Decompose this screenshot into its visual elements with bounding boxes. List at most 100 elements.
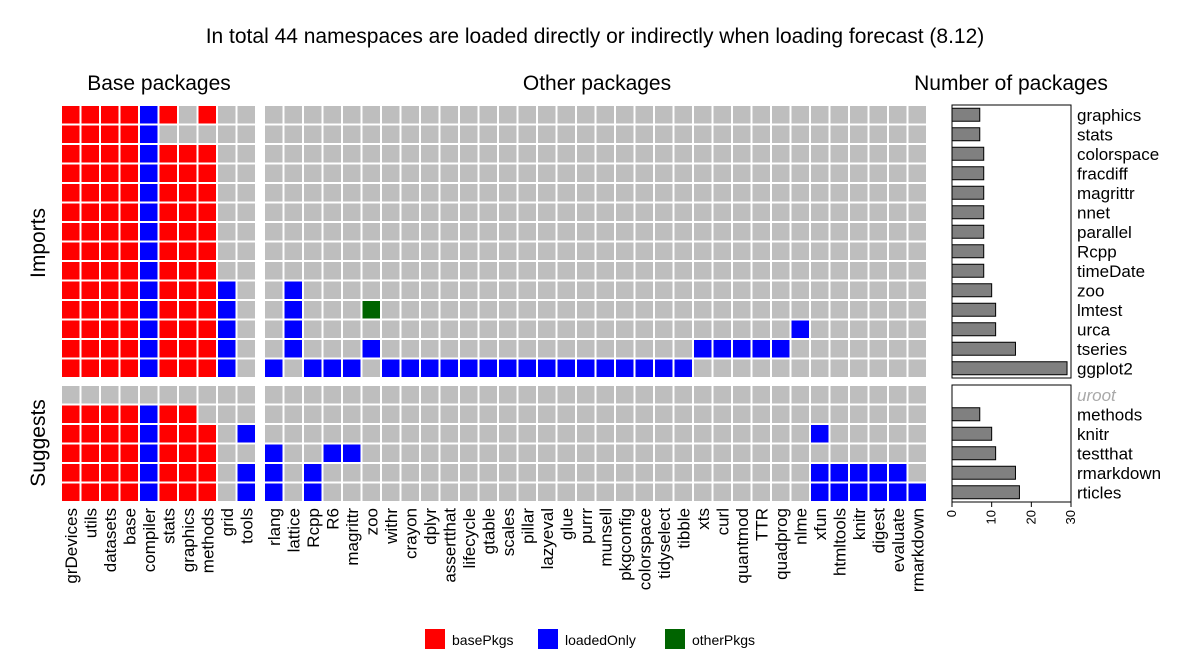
other-suggests-cell-rmarkdown-pkgconfig [616,464,634,482]
other-suggests-cell-rmarkdown-magrittr [343,464,361,482]
other-suggests-cell-rticles-xts [694,483,712,501]
count-bar-methods [951,407,981,422]
other-imports-cell-timeDate-TTR [752,262,770,280]
other-suggests-cell-knitr-curl [713,425,731,443]
other-suggests-cell-rticles-tidyselect [655,483,673,501]
other-imports-cell-urca-knitr [850,320,868,338]
base-imports-cell-graphics-datasets [101,106,119,124]
base-imports-cell-lmtest-compiler [140,301,158,319]
other-imports-cell-parallel-knitr [850,223,868,241]
base-suggests-cell-knitr-compiler [140,425,158,443]
other-imports-panel [264,105,927,378]
other-imports-cell-nnet-dplyr [421,203,439,221]
other-imports-cell-zoo-tidyselect [655,281,673,299]
other-imports-cell-nnet-crayon [401,203,419,221]
base-imports-cell-fracdiff-tools [237,164,255,182]
base-imports-cell-graphics-compiler [140,106,158,124]
other-suggests-panel [264,385,927,502]
other-imports-cell-nnet-pillar [518,203,536,221]
other-imports-cell-zoo-assertthat [440,281,458,299]
base-imports-cell-timeDate-grDevices [62,262,80,280]
base-imports-cell-nnet-grid [218,203,236,221]
other-imports-cell-lmtest-glue [557,301,575,319]
other-suggests-cell-methods-quantmod [733,405,751,423]
count-bar-knitr [951,426,993,441]
column-label-pkgconfig: pkgconfig [616,508,635,581]
other-imports-cell-colorspace-colorspace [635,145,653,163]
other-imports-cell-ggplot2-evaluate [889,359,907,377]
other-imports-cell-magrittr-rlang [265,184,283,202]
other-imports-cell-fracdiff-digest [869,164,887,182]
other-imports-cell-graphics-pkgconfig [616,106,634,124]
other-imports-cell-timeDate-munsell [596,262,614,280]
count-suggests-panel [951,384,1072,503]
other-imports-cell-zoo-curl [713,281,731,299]
base-imports-cell-nnet-datasets [101,203,119,221]
other-imports-cell-nnet-Rcpp [304,203,322,221]
other-suggests-cell-rticles-munsell [596,483,614,501]
other-suggests-cell-methods-munsell [596,405,614,423]
other-imports-cell-tseries-lazyeval [538,340,556,358]
row-label-ggplot2: ggplot2 [1077,359,1133,378]
base-imports-cell-tseries-datasets [101,340,119,358]
other-imports-cell-urca-lattice [284,320,302,338]
other-suggests-cell-rticles-quantmod [733,483,751,501]
legend-swatch-otherPkgs [665,629,685,649]
other-imports-cell-graphics-evaluate [889,106,907,124]
other-imports-cell-stats-assertthat [440,125,458,143]
count-suggests-panel-frame [951,384,1072,503]
other-suggests-cell-rmarkdown-evaluate [889,464,907,482]
column-label-R6: R6 [323,508,342,530]
other-imports-cell-Rcpp-xfun [811,242,829,260]
other-imports-cell-urca-quantmod [733,320,751,338]
other-suggests-cell-uroot-curl [713,386,731,404]
other-imports-cell-lmtest-rmarkdown [908,301,926,319]
other-imports-cell-graphics-scales [499,106,517,124]
other-imports-cell-parallel-crayon [401,223,419,241]
other-imports-cell-stats-digest [869,125,887,143]
other-imports-cell-urca-lifecycle [460,320,478,338]
other-imports-cell-tseries-tibble [674,340,692,358]
suggests-group-label: Suggests [27,399,50,487]
other-imports-cell-fracdiff-magrittr [343,164,361,182]
other-imports-cell-graphics-TTR [752,106,770,124]
other-suggests-cell-uroot-tibble [674,386,692,404]
other-imports-cell-timeDate-assertthat [440,262,458,280]
other-suggests-cell-testthat-munsell [596,444,614,462]
base-imports-cell-Rcpp-stats [159,242,177,260]
other-imports-cell-magrittr-xfun [811,184,829,202]
other-imports-cell-urca-munsell [596,320,614,338]
other-imports-cell-parallel-xts [694,223,712,241]
legend-swatch-basePkgs [425,629,445,649]
base-imports-cell-stats-base [120,125,138,143]
other-suggests-cell-testthat-rmarkdown [908,444,926,462]
base-suggests-cell-rticles-methods [198,483,216,501]
other-imports-cell-parallel-Rcpp [304,223,322,241]
other-imports-cell-colorspace-purrr [577,145,595,163]
other-suggests-cell-methods-rlang [265,405,283,423]
base-imports-cell-stats-stats [159,125,177,143]
base-imports-cell-ggplot2-datasets [101,359,119,377]
other-suggests-cell-knitr-withr [382,425,400,443]
other-imports-cell-urca-rlang [265,320,283,338]
base-imports-cell-ggplot2-stats [159,359,177,377]
other-imports-cell-lmtest-pillar [518,301,536,319]
other-suggests-cell-methods-gtable [479,405,497,423]
count-bar-urca [951,322,997,337]
base-imports-cell-urca-datasets [101,320,119,338]
base-imports-cell-colorspace-grDevices [62,145,80,163]
other-imports-cell-colorspace-evaluate [889,145,907,163]
other-imports-cell-tseries-pkgconfig [616,340,634,358]
base-imports-cell-graphics-tools [237,106,255,124]
other-imports-cell-parallel-lazyeval [538,223,556,241]
other-suggests-cell-rmarkdown-lattice [284,464,302,482]
other-suggests-cell-knitr-gtable [479,425,497,443]
other-suggests-cell-uroot-evaluate [889,386,907,404]
other-suggests-cell-uroot-rmarkdown [908,386,926,404]
other-suggests-cell-testthat-xts [694,444,712,462]
other-imports-cell-magrittr-evaluate [889,184,907,202]
base-imports-cell-stats-methods [198,125,216,143]
other-suggests-cell-rticles-xfun [811,483,829,501]
other-imports-cell-colorspace-dplyr [421,145,439,163]
other-imports-cell-stats-nlme [791,125,809,143]
